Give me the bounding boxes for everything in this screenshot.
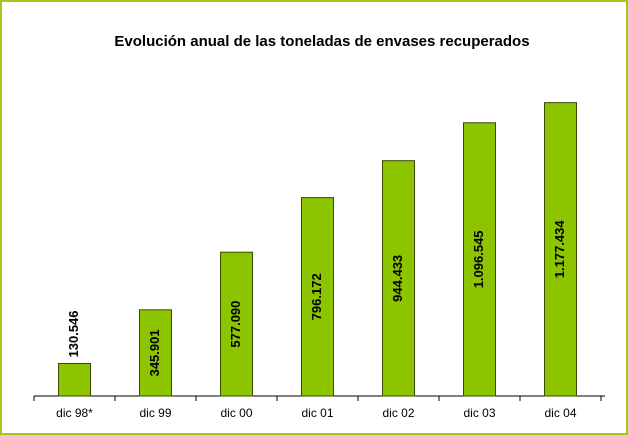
- value-label: 796.172: [309, 273, 324, 320]
- bar: [463, 122, 496, 397]
- x-tick-label: dic 04: [544, 406, 576, 420]
- value-label: 1.096.545: [471, 230, 486, 288]
- x-tick-label: dic 98*: [56, 406, 93, 420]
- x-tick-label: dic 00: [220, 406, 252, 420]
- value-label: 345.901: [147, 329, 162, 376]
- value-label: 130.546: [66, 310, 81, 357]
- value-label: 1.177.434: [552, 220, 567, 279]
- x-tick-label: dic 01: [301, 406, 333, 420]
- bar: [301, 197, 334, 397]
- x-tick-label: dic 02: [382, 406, 414, 420]
- bar: [220, 251, 253, 397]
- bar: [382, 160, 415, 397]
- bar: [58, 362, 91, 397]
- x-tick-label: dic 03: [463, 406, 495, 420]
- bar: [139, 309, 172, 397]
- value-label: 577.090: [228, 301, 243, 348]
- x-tick-label: dic 99: [139, 406, 171, 420]
- value-label: 944.433: [390, 255, 405, 302]
- bar: [544, 102, 577, 397]
- chart-title: Evolución anual de las toneladas de enva…: [114, 33, 529, 50]
